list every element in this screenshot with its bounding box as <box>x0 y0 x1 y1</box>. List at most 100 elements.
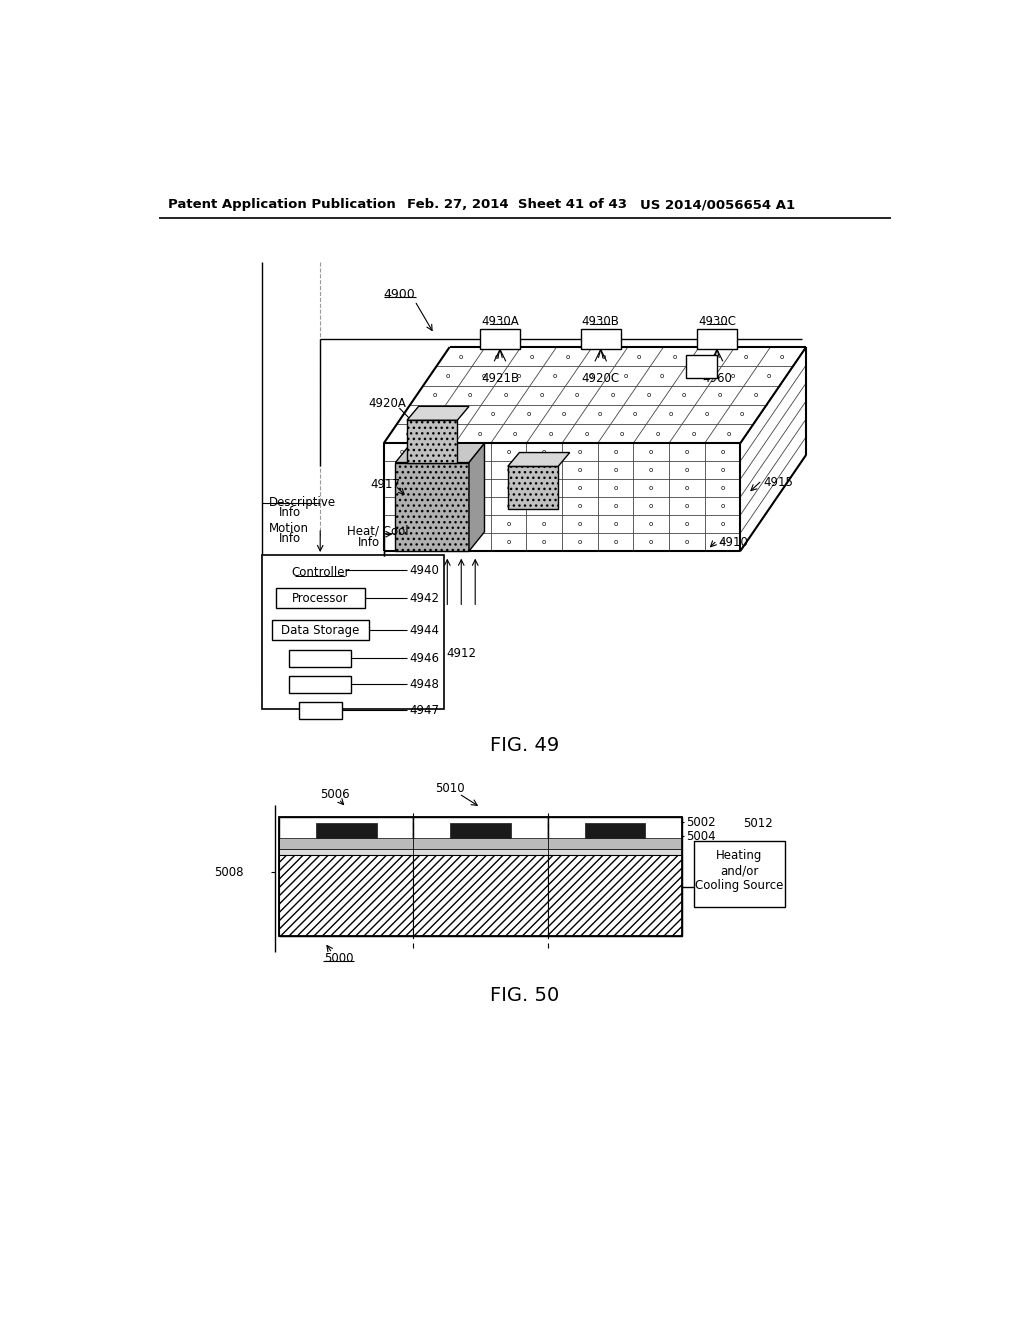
Text: o: o <box>399 467 403 474</box>
Bar <box>693 841 785 907</box>
Text: Log: Log <box>310 704 331 717</box>
Text: o: o <box>441 430 445 437</box>
Text: o: o <box>471 521 475 527</box>
Text: o: o <box>754 392 758 399</box>
Text: o: o <box>649 521 653 527</box>
Text: o: o <box>435 539 439 545</box>
Bar <box>280 817 414 936</box>
Text: o: o <box>542 521 546 527</box>
Bar <box>280 855 414 936</box>
Text: Processor: Processor <box>292 591 348 605</box>
Text: o: o <box>727 430 731 437</box>
Text: o: o <box>435 467 439 474</box>
Text: 4960: 4960 <box>702 372 732 385</box>
Text: o: o <box>435 486 439 491</box>
Bar <box>414 849 548 855</box>
Text: o: o <box>613 521 617 527</box>
Text: o: o <box>578 486 582 491</box>
Text: o: o <box>601 354 605 359</box>
Text: o: o <box>526 412 530 417</box>
Text: o: o <box>553 374 557 379</box>
Text: o: o <box>673 354 677 359</box>
Text: FIG. 50: FIG. 50 <box>490 986 559 1005</box>
Bar <box>686 355 717 378</box>
Text: o: o <box>468 392 472 399</box>
Text: Controller: Controller <box>291 566 349 579</box>
Text: o: o <box>709 354 713 359</box>
Text: o: o <box>578 521 582 527</box>
Text: o: o <box>613 503 617 510</box>
Text: o: o <box>517 374 521 379</box>
Text: Motion: Motion <box>269 521 309 535</box>
Text: o: o <box>578 503 582 510</box>
Text: Patent Application Publication: Patent Application Publication <box>168 198 396 211</box>
Text: o: o <box>649 539 653 545</box>
Text: FIG. 49: FIG. 49 <box>490 737 559 755</box>
Text: o: o <box>691 430 695 437</box>
Text: 4930B: 4930B <box>582 315 620 329</box>
Bar <box>508 466 558 508</box>
Text: 4910: 4910 <box>719 536 749 549</box>
Text: o: o <box>507 539 511 545</box>
Text: Data Storage: Data Storage <box>281 624 359 638</box>
Text: o: o <box>685 521 689 527</box>
Bar <box>280 838 414 849</box>
Text: o: o <box>542 467 546 474</box>
Text: o: o <box>685 449 689 455</box>
Text: 4947: 4947 <box>410 704 439 717</box>
Text: o: o <box>578 467 582 474</box>
Text: 4940: 4940 <box>410 564 439 577</box>
Text: o: o <box>419 412 424 417</box>
Text: 5000: 5000 <box>324 952 353 965</box>
Text: o: o <box>471 486 475 491</box>
Bar <box>275 589 365 609</box>
Bar <box>548 855 682 936</box>
Text: o: o <box>649 449 653 455</box>
Text: o: o <box>695 374 699 379</box>
Text: o: o <box>542 539 546 545</box>
Bar <box>289 676 351 693</box>
Text: o: o <box>578 449 582 455</box>
Bar <box>289 649 351 667</box>
Text: 4912: 4912 <box>446 647 476 660</box>
Text: o: o <box>655 430 659 437</box>
Text: o: o <box>399 503 403 510</box>
Text: o: o <box>542 503 546 510</box>
Polygon shape <box>740 347 806 552</box>
Text: o: o <box>542 449 546 455</box>
Bar <box>316 822 377 838</box>
Text: Info: Info <box>280 532 301 545</box>
Text: 4948: 4948 <box>410 677 439 690</box>
Text: o: o <box>649 503 653 510</box>
Text: 5010: 5010 <box>435 781 465 795</box>
Text: o: o <box>507 521 511 527</box>
Text: Heating
and/or
Cooling Source: Heating and/or Cooling Source <box>695 849 783 892</box>
Text: o: o <box>685 486 689 491</box>
Bar <box>262 554 444 709</box>
Bar <box>280 817 682 936</box>
Text: o: o <box>490 412 495 417</box>
Text: 4930C: 4930C <box>698 315 736 329</box>
Text: 4915: 4915 <box>764 475 794 488</box>
Bar <box>581 330 621 350</box>
Text: o: o <box>399 449 403 455</box>
Text: o: o <box>659 374 664 379</box>
Bar <box>414 855 548 936</box>
Text: o: o <box>575 392 580 399</box>
Text: o: o <box>507 486 511 491</box>
Text: o: o <box>685 539 689 545</box>
Text: o: o <box>481 374 485 379</box>
Bar <box>280 849 414 855</box>
Text: o: o <box>435 503 439 510</box>
Text: Info: Info <box>280 507 301 520</box>
Text: o: o <box>399 539 403 545</box>
Polygon shape <box>384 347 806 444</box>
Polygon shape <box>395 444 484 462</box>
Text: o: o <box>685 467 689 474</box>
Text: o: o <box>620 430 625 437</box>
Polygon shape <box>407 407 469 420</box>
Polygon shape <box>384 444 740 552</box>
Text: o: o <box>731 374 735 379</box>
Bar <box>395 462 469 552</box>
Bar <box>697 330 737 350</box>
